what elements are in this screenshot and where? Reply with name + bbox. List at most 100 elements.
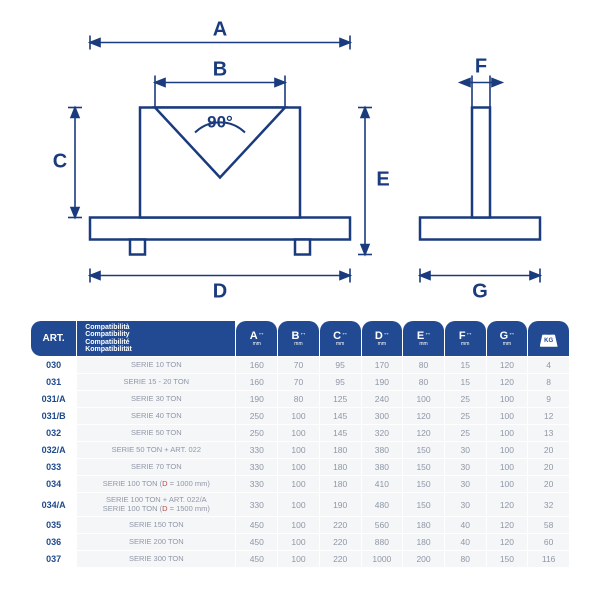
table-row: 037SERIE 300 TON450100220100020080150116 bbox=[31, 551, 569, 567]
value-cell: 120 bbox=[487, 357, 528, 373]
value-cell: 220 bbox=[320, 517, 361, 533]
value-cell: 9 bbox=[528, 391, 569, 407]
dim-label-d: D bbox=[213, 281, 227, 303]
value-cell: 150 bbox=[487, 551, 528, 567]
value-cell: 190 bbox=[320, 493, 361, 516]
compat-cell: SERIE 150 TON bbox=[77, 517, 235, 533]
value-cell: 410 bbox=[362, 476, 403, 492]
value-cell: 100 bbox=[487, 459, 528, 475]
value-cell: 95 bbox=[320, 374, 361, 390]
value-cell: 220 bbox=[320, 551, 361, 567]
value-cell: 13 bbox=[528, 425, 569, 441]
col-art: ART. bbox=[31, 321, 76, 356]
table-row: 030SERIE 10 TON160709517080151204 bbox=[31, 357, 569, 373]
value-cell: 58 bbox=[528, 517, 569, 533]
value-cell: 190 bbox=[362, 374, 403, 390]
value-cell: 160 bbox=[236, 374, 277, 390]
spec-table-wrap: ART. CompatibilitàCompatibilityCompatibi… bbox=[0, 320, 600, 588]
value-cell: 145 bbox=[320, 425, 361, 441]
value-cell: 180 bbox=[403, 517, 444, 533]
value-cell: 180 bbox=[320, 459, 361, 475]
technical-diagram: A B C D E F G 90° bbox=[0, 0, 600, 320]
value-cell: 200 bbox=[403, 551, 444, 567]
value-cell: 220 bbox=[320, 534, 361, 550]
compat-cell: SERIE 10 TON bbox=[77, 357, 235, 373]
value-cell: 120 bbox=[487, 517, 528, 533]
value-cell: 120 bbox=[487, 534, 528, 550]
value-cell: 20 bbox=[528, 459, 569, 475]
art-cell: 031/A bbox=[31, 391, 76, 407]
table-row: 036SERIE 200 TON4501002208801804012060 bbox=[31, 534, 569, 550]
value-cell: 450 bbox=[236, 551, 277, 567]
value-cell: 330 bbox=[236, 459, 277, 475]
value-cell: 380 bbox=[362, 442, 403, 458]
value-cell: 12 bbox=[528, 408, 569, 424]
value-cell: 380 bbox=[362, 459, 403, 475]
angle-label: 90° bbox=[207, 113, 233, 132]
col-e: E↔mm bbox=[403, 321, 444, 356]
weight-icon: KG bbox=[540, 331, 558, 347]
art-cell: 030 bbox=[31, 357, 76, 373]
value-cell: 100 bbox=[278, 408, 319, 424]
spec-table: ART. CompatibilitàCompatibilityCompatibi… bbox=[30, 320, 570, 568]
value-cell: 250 bbox=[236, 408, 277, 424]
dim-label-b: B bbox=[213, 59, 227, 81]
value-cell: 450 bbox=[236, 534, 277, 550]
compat-cell: SERIE 70 TON bbox=[77, 459, 235, 475]
value-cell: 30 bbox=[445, 442, 486, 458]
table-row: 033SERIE 70 TON3301001803801503010020 bbox=[31, 459, 569, 475]
value-cell: 25 bbox=[445, 391, 486, 407]
value-cell: 330 bbox=[236, 476, 277, 492]
table-row: 035SERIE 150 TON4501002205601804012058 bbox=[31, 517, 569, 533]
col-compat: CompatibilitàCompatibilityCompatibilitéK… bbox=[77, 321, 235, 356]
compat-cell: SERIE 300 TON bbox=[77, 551, 235, 567]
value-cell: 8 bbox=[528, 374, 569, 390]
value-cell: 160 bbox=[236, 357, 277, 373]
value-cell: 145 bbox=[320, 408, 361, 424]
col-b: B↔mm bbox=[278, 321, 319, 356]
col-g: G↔mm bbox=[487, 321, 528, 356]
art-cell: 033 bbox=[31, 459, 76, 475]
compat-cell: SERIE 100 TON + ART. 022/ASERIE 100 TON … bbox=[77, 493, 235, 516]
art-cell: 034 bbox=[31, 476, 76, 492]
table-row: 031SERIE 15 - 20 TON160709519080151208 bbox=[31, 374, 569, 390]
art-cell: 036 bbox=[31, 534, 76, 550]
value-cell: 300 bbox=[362, 408, 403, 424]
table-row: 034SERIE 100 TON (D = 1000 mm)3301001804… bbox=[31, 476, 569, 492]
value-cell: 100 bbox=[278, 459, 319, 475]
dim-label-c: C bbox=[53, 151, 67, 173]
art-cell: 034/A bbox=[31, 493, 76, 516]
value-cell: 180 bbox=[403, 534, 444, 550]
value-cell: 180 bbox=[320, 442, 361, 458]
value-cell: 100 bbox=[278, 534, 319, 550]
spec-table-body: 030SERIE 10 TON160709517080151204031SERI… bbox=[31, 357, 569, 567]
col-a: A↔mm bbox=[236, 321, 277, 356]
value-cell: 80 bbox=[403, 374, 444, 390]
value-cell: 20 bbox=[528, 476, 569, 492]
compat-cell: SERIE 50 TON bbox=[77, 425, 235, 441]
value-cell: 240 bbox=[362, 391, 403, 407]
value-cell: 25 bbox=[445, 425, 486, 441]
value-cell: 100 bbox=[487, 391, 528, 407]
value-cell: 180 bbox=[320, 476, 361, 492]
value-cell: 15 bbox=[445, 374, 486, 390]
value-cell: 250 bbox=[236, 425, 277, 441]
compat-cell: SERIE 15 - 20 TON bbox=[77, 374, 235, 390]
art-cell: 032 bbox=[31, 425, 76, 441]
art-cell: 032/A bbox=[31, 442, 76, 458]
diagram-svg: A B C D E F G 90° bbox=[40, 15, 560, 310]
value-cell: 70 bbox=[278, 357, 319, 373]
value-cell: 100 bbox=[487, 408, 528, 424]
value-cell: 150 bbox=[403, 493, 444, 516]
value-cell: 40 bbox=[445, 534, 486, 550]
art-cell: 031 bbox=[31, 374, 76, 390]
value-cell: 30 bbox=[445, 459, 486, 475]
value-cell: 880 bbox=[362, 534, 403, 550]
value-cell: 100 bbox=[403, 391, 444, 407]
value-cell: 330 bbox=[236, 493, 277, 516]
col-kg: KG bbox=[528, 321, 569, 356]
compat-cell: SERIE 200 TON bbox=[77, 534, 235, 550]
table-row: 031/BSERIE 40 TON2501001453001202510012 bbox=[31, 408, 569, 424]
value-cell: 20 bbox=[528, 442, 569, 458]
dim-label-f: F bbox=[475, 56, 487, 78]
